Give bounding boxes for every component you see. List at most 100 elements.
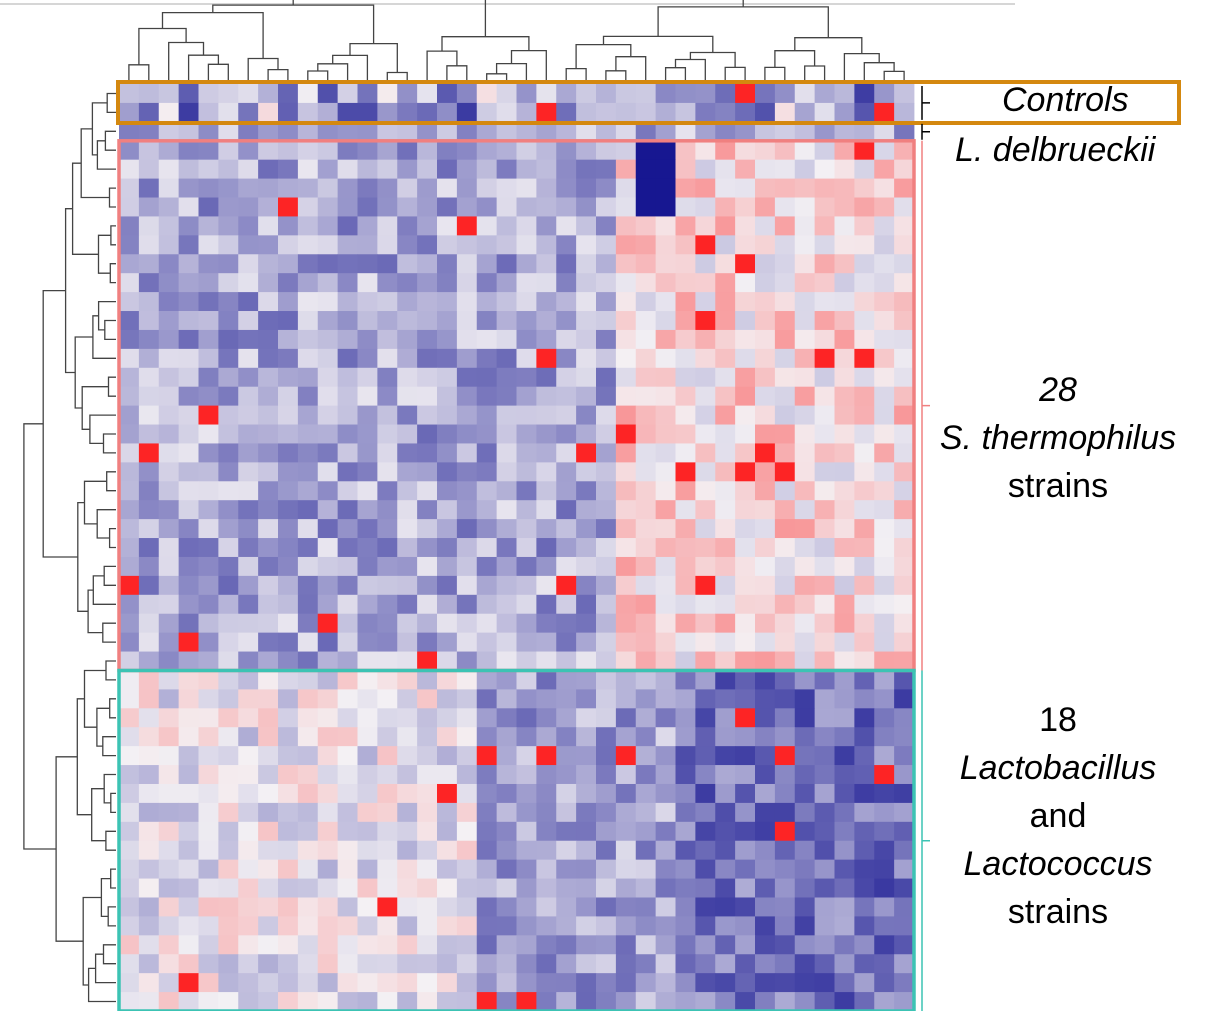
heatmap-cell <box>297 500 319 520</box>
heatmap-cell <box>138 500 160 520</box>
heatmap-cell <box>576 348 597 369</box>
heatmap-cell <box>735 765 756 785</box>
heatmap-cell <box>556 935 577 955</box>
heatmap-cell <box>138 783 160 804</box>
heatmap-cell <box>258 481 279 501</box>
heatmap-cell <box>834 727 855 747</box>
heatmap-cell <box>874 538 895 558</box>
heatmap-cell <box>437 500 458 520</box>
heatmap-cell <box>337 254 358 274</box>
heatmap-cell <box>615 935 637 955</box>
heatmap-cell <box>556 443 577 463</box>
heatmap-cell <box>317 575 339 596</box>
heatmap-cell <box>158 367 180 388</box>
heatmap-cell <box>337 556 358 577</box>
heatmap-cell <box>119 708 140 728</box>
heatmap-cell <box>774 84 796 104</box>
heatmap-cell <box>158 859 180 879</box>
heatmap-cell <box>635 916 657 936</box>
heatmap-cell <box>377 840 398 861</box>
heatmap-cell <box>516 613 537 634</box>
heatmap-cell <box>417 973 438 993</box>
heatmap-cell <box>178 878 199 898</box>
heatmap-cell <box>456 727 478 747</box>
heatmap-cell <box>238 575 259 596</box>
heatmap-cell <box>198 121 219 142</box>
heatmap-cell <box>218 916 239 936</box>
heatmap-cell <box>695 178 716 198</box>
heatmap-cell <box>715 538 736 558</box>
heatmap-cell <box>715 197 736 217</box>
heatmap-cell <box>377 405 398 425</box>
heatmap-cell <box>675 84 696 104</box>
heatmap-cell <box>218 329 239 350</box>
heatmap-cell <box>794 500 816 520</box>
heatmap-cell <box>198 575 219 596</box>
heatmap-cell <box>516 727 537 747</box>
heatmap-cell <box>198 765 219 785</box>
heatmap-cell <box>417 783 438 804</box>
heatmap-cell <box>834 651 855 671</box>
heatmap-cell <box>317 140 339 161</box>
heatmap-cell <box>834 405 855 425</box>
heatmap-cell <box>536 765 557 785</box>
heatmap-cell <box>536 878 557 898</box>
heatmap-cell <box>158 840 180 861</box>
heatmap-cell <box>615 746 637 766</box>
heatmap-cell <box>496 443 517 463</box>
heatmap-cell <box>755 651 776 671</box>
heatmap-cell <box>238 481 259 501</box>
heatmap-cell <box>576 367 597 388</box>
heatmap-cell <box>774 651 796 671</box>
heatmap-cell <box>476 424 498 444</box>
heatmap-cell <box>377 821 398 842</box>
heatmap-cell <box>158 802 180 823</box>
heatmap-cell <box>337 311 358 331</box>
heatmap-cell <box>715 386 736 407</box>
heatmap-cell <box>516 292 537 312</box>
heatmap-cell <box>258 594 279 615</box>
heatmap-cell <box>138 178 160 198</box>
heatmap-cell <box>357 878 378 898</box>
heatmap-cell <box>576 954 597 974</box>
heatmap-cell <box>377 121 398 142</box>
heatmap-cell <box>695 481 716 501</box>
heatmap-cell <box>119 765 140 785</box>
heatmap-cell <box>814 481 835 501</box>
heatmap-cell <box>894 916 915 936</box>
heatmap-cell <box>258 783 279 804</box>
heatmap-cell <box>834 556 855 577</box>
heatmap-cell <box>874 235 895 255</box>
heatmap-cell <box>615 481 637 501</box>
heatmap-cell <box>317 765 339 785</box>
heatmap-cell <box>417 765 438 785</box>
heatmap-cell <box>178 500 199 520</box>
heatmap-cell <box>317 632 339 652</box>
row-dendrogram-branch <box>105 830 116 851</box>
heatmap-cell <box>357 632 378 652</box>
heatmap-cell <box>496 916 517 936</box>
heatmap-cell <box>834 235 855 255</box>
heatmap-cell <box>536 954 557 974</box>
heatmap-cell <box>357 273 378 293</box>
heatmap-cell <box>397 216 418 236</box>
heatmap-cell <box>198 954 219 974</box>
heatmap-cell <box>854 897 875 917</box>
heatmap-cell <box>178 651 199 671</box>
heatmap-cell <box>158 197 180 217</box>
heatmap-cell <box>834 765 855 785</box>
heatmap-cell <box>874 973 895 993</box>
heatmap-cell <box>278 235 299 255</box>
heatmap-cell <box>138 746 160 766</box>
heatmap-cell <box>814 575 835 596</box>
heatmap-cell <box>774 840 796 861</box>
heatmap-cell <box>854 765 875 785</box>
heatmap-cell <box>834 386 855 407</box>
heatmap-cell <box>377 386 398 407</box>
heatmap-cell <box>417 840 438 861</box>
heatmap-cell <box>715 178 736 198</box>
heatmap-cell <box>337 973 358 993</box>
heatmap-cell <box>258 878 279 898</box>
heatmap-cell <box>596 84 617 104</box>
column-dendrogram-branch <box>267 68 289 80</box>
